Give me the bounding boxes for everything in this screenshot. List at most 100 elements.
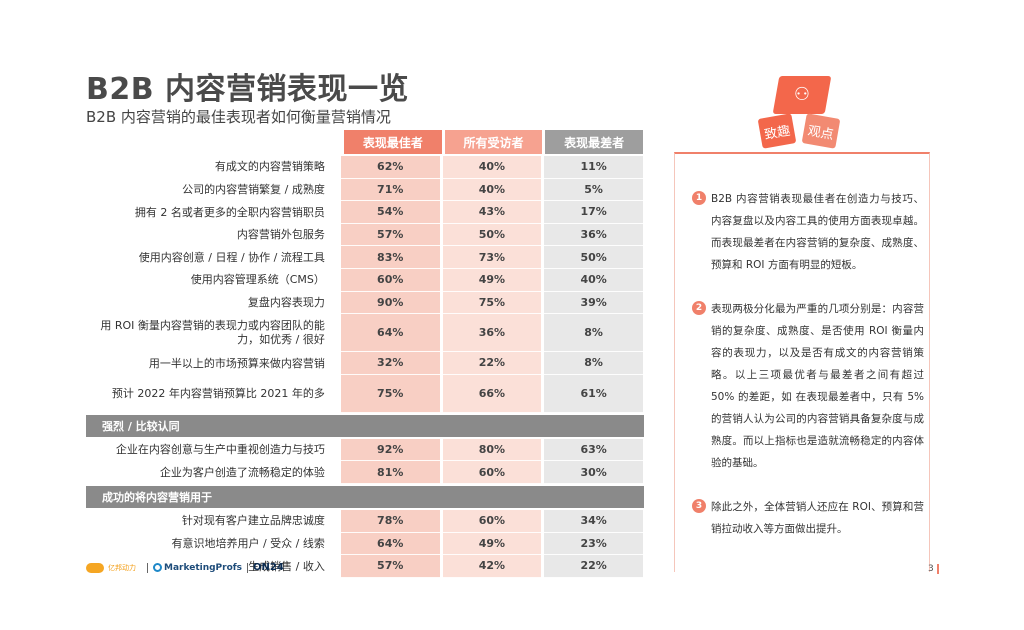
cell-all: 40% bbox=[442, 156, 542, 179]
row-label: 用一半以上的市场预算来做内容营销 bbox=[148, 356, 325, 370]
section-header-agree: 强烈 / 比较认同 bbox=[86, 414, 644, 437]
row-label: 有成文的内容营销策略 bbox=[214, 160, 325, 174]
cell-best: 92% bbox=[340, 438, 440, 462]
table-row: 预计 2022 年内容营销预算比 2021 年的多 75% 66% 61% bbox=[86, 374, 646, 413]
cell-all: 49% bbox=[442, 532, 542, 556]
cell-best: 57% bbox=[340, 223, 440, 247]
page-number-bar bbox=[936, 564, 939, 574]
point-number: 3 bbox=[692, 499, 706, 513]
footer-logos: 亿邦动力 MarketingProfs ON24 bbox=[86, 562, 284, 573]
table-row: 有成文的内容营销策略 62% 40% 11% bbox=[86, 156, 646, 179]
table-row: 有意识地培养用户 / 受众 / 线索 64% 49% 23% bbox=[86, 532, 646, 556]
header-worst: 表现最差者 bbox=[545, 130, 644, 154]
cell-best: 60% bbox=[340, 268, 440, 292]
cell-best: 71% bbox=[340, 178, 440, 202]
cell-best: 57% bbox=[340, 555, 440, 578]
cell-all: 75% bbox=[442, 291, 542, 315]
row-label: 企业为客户创造了流畅稳定的体验 bbox=[159, 465, 325, 479]
cell-all: 49% bbox=[442, 268, 542, 292]
cell-worst: 30% bbox=[544, 461, 643, 484]
cell-best: 75% bbox=[340, 374, 440, 413]
table-row: 生成销售 / 收入 57% 42% 22% bbox=[86, 555, 646, 578]
cell-best: 83% bbox=[340, 246, 440, 269]
row-label: 针对现有客户建立品牌忠诚度 bbox=[181, 514, 325, 528]
point-text: 表现两极分化最为严重的几项分别是：内容营销的复杂度、成熟度、是否使用 ROI 衡… bbox=[711, 303, 924, 469]
row-label: 有意识地培养用户 / 受众 / 线索 bbox=[171, 536, 325, 550]
insight-point: 1 B2B 内容营销表现最佳者在创造力与技巧、内容复盘以及内容工具的使用方面表现… bbox=[692, 188, 924, 276]
cell-worst: 11% bbox=[544, 156, 643, 179]
cell-worst: 50% bbox=[544, 246, 643, 269]
insight-panel bbox=[674, 152, 930, 572]
row-label: 内容营销外包服务 bbox=[236, 228, 325, 242]
point-number: 2 bbox=[692, 301, 706, 315]
insight-badge: ⚇ 致趣 观点 bbox=[754, 76, 846, 168]
row-label: 复盘内容表现力 bbox=[247, 295, 325, 309]
table-row: 针对现有客户建立品牌忠诚度 78% 60% 34% bbox=[86, 509, 646, 533]
cell-all: 73% bbox=[442, 246, 542, 269]
cell-all: 80% bbox=[442, 438, 542, 462]
row-label: 使用内容管理系统（CMS） bbox=[190, 273, 325, 287]
table-row: 用 ROI 衡量内容营销的表现力或内容团队的能力，如优秀 / 很好 64% 36% 8… bbox=[86, 314, 646, 353]
row-label: 用 ROI 衡量内容营销的表现力或内容团队的能力，如优秀 / 很好 bbox=[100, 319, 325, 347]
row-label: 生成销售 / 收入 bbox=[248, 559, 325, 573]
cell-worst: 5% bbox=[544, 178, 643, 202]
page-number: 3 bbox=[928, 564, 939, 574]
cell-all: 50% bbox=[442, 223, 542, 247]
table-row: 企业在内容创意与生产中重视创造力与技巧 92% 80% 63% bbox=[86, 438, 646, 462]
cell-worst: 8% bbox=[544, 352, 643, 375]
brand-logo-text: 亿邦动力 bbox=[108, 563, 136, 572]
cell-all: 36% bbox=[442, 314, 542, 353]
cell-worst: 23% bbox=[544, 532, 643, 556]
cell-all: 42% bbox=[442, 555, 542, 578]
table-row: 复盘内容表现力 90% 75% 39% bbox=[86, 291, 646, 315]
cell-worst: 22% bbox=[544, 555, 643, 578]
row-label: 公司的内容营销繁复 / 成熟度 bbox=[182, 183, 325, 197]
share-icon: ⚇ bbox=[793, 84, 811, 105]
table-header: 表现最佳者 所有受访者 表现最差者 bbox=[344, 130, 646, 156]
cell-all: 66% bbox=[442, 374, 542, 413]
table-body-success: 针对现有客户建立品牌忠诚度 78% 60% 34% 有意识地培养用户 / 受众 / 线索… bbox=[86, 509, 646, 578]
marketingprofs-logo: MarketingProfs bbox=[164, 562, 243, 573]
row-label: 企业在内容创意与生产中重视创造力与技巧 bbox=[115, 443, 325, 457]
cell-all: 43% bbox=[442, 201, 542, 224]
cell-best: 54% bbox=[340, 201, 440, 224]
cell-worst: 34% bbox=[544, 509, 643, 533]
insight-point: 2 表现两极分化最为严重的几项分别是：内容营销的复杂度、成熟度、是否使用 ROI… bbox=[692, 298, 924, 474]
cell-best: 64% bbox=[340, 314, 440, 353]
point-text: 除此之外，全体营销人还应在 ROI、预算和营销拉动收入等方面做出提升。 bbox=[711, 501, 924, 535]
cell-worst: 39% bbox=[544, 291, 643, 315]
cell-worst: 17% bbox=[544, 201, 643, 224]
marketingprofs-icon bbox=[153, 563, 162, 572]
cell-best: 64% bbox=[340, 532, 440, 556]
point-text: B2B 内容营销表现最佳者在创造力与技巧、内容复盘以及内容工具的使用方面表现卓越… bbox=[711, 193, 924, 271]
cell-all: 60% bbox=[442, 461, 542, 484]
row-label: 使用内容创意 / 日程 / 协作 / 流程工具 bbox=[138, 250, 325, 264]
table-body-main: 有成文的内容营销策略 62% 40% 11% 公司的内容营销繁复 / 成熟度 71% 40%… bbox=[86, 156, 646, 413]
row-label: 预计 2022 年内容营销预算比 2021 年的多 bbox=[111, 386, 325, 400]
cell-best: 90% bbox=[340, 291, 440, 315]
cell-worst: 61% bbox=[544, 374, 643, 413]
divider bbox=[147, 562, 148, 573]
comparison-table: 表现最佳者 所有受访者 表现最差者 有成文的内容营销策略 62% 40% 11% 公司的… bbox=[86, 130, 646, 578]
brand-logo-icon bbox=[86, 562, 104, 573]
insight-points: 1 B2B 内容营销表现最佳者在创造力与技巧、内容复盘以及内容工具的使用方面表现… bbox=[692, 188, 924, 562]
badge-tag-right: 观点 bbox=[801, 113, 841, 149]
table-row: 用一半以上的市场预算来做内容营销 32% 22% 8% bbox=[86, 352, 646, 375]
cell-worst: 8% bbox=[544, 314, 643, 353]
table-row: 内容营销外包服务 57% 50% 36% bbox=[86, 223, 646, 247]
table-row: 公司的内容营销繁复 / 成熟度 71% 40% 5% bbox=[86, 178, 646, 202]
point-number: 1 bbox=[692, 191, 706, 205]
cell-best: 32% bbox=[340, 352, 440, 375]
cell-all: 40% bbox=[442, 178, 542, 202]
table-row: 使用内容创意 / 日程 / 协作 / 流程工具 83% 73% 50% bbox=[86, 246, 646, 269]
header-best: 表现最佳者 bbox=[344, 130, 442, 154]
page-subtitle: B2B 内容营销的最佳表现者如何衡量营销情况 bbox=[86, 108, 391, 126]
header-all: 所有受访者 bbox=[444, 130, 543, 154]
page-number-text: 3 bbox=[928, 564, 934, 574]
cell-best: 78% bbox=[340, 509, 440, 533]
cell-best: 62% bbox=[340, 156, 440, 179]
cell-worst: 36% bbox=[544, 223, 643, 247]
cell-worst: 40% bbox=[544, 268, 643, 292]
table-row: 拥有 2 名或者更多的全职内容营销职员 54% 43% 17% bbox=[86, 201, 646, 224]
table-body-agree: 企业在内容创意与生产中重视创造力与技巧 92% 80% 63% 企业为客户创造了流畅稳定… bbox=[86, 438, 646, 484]
